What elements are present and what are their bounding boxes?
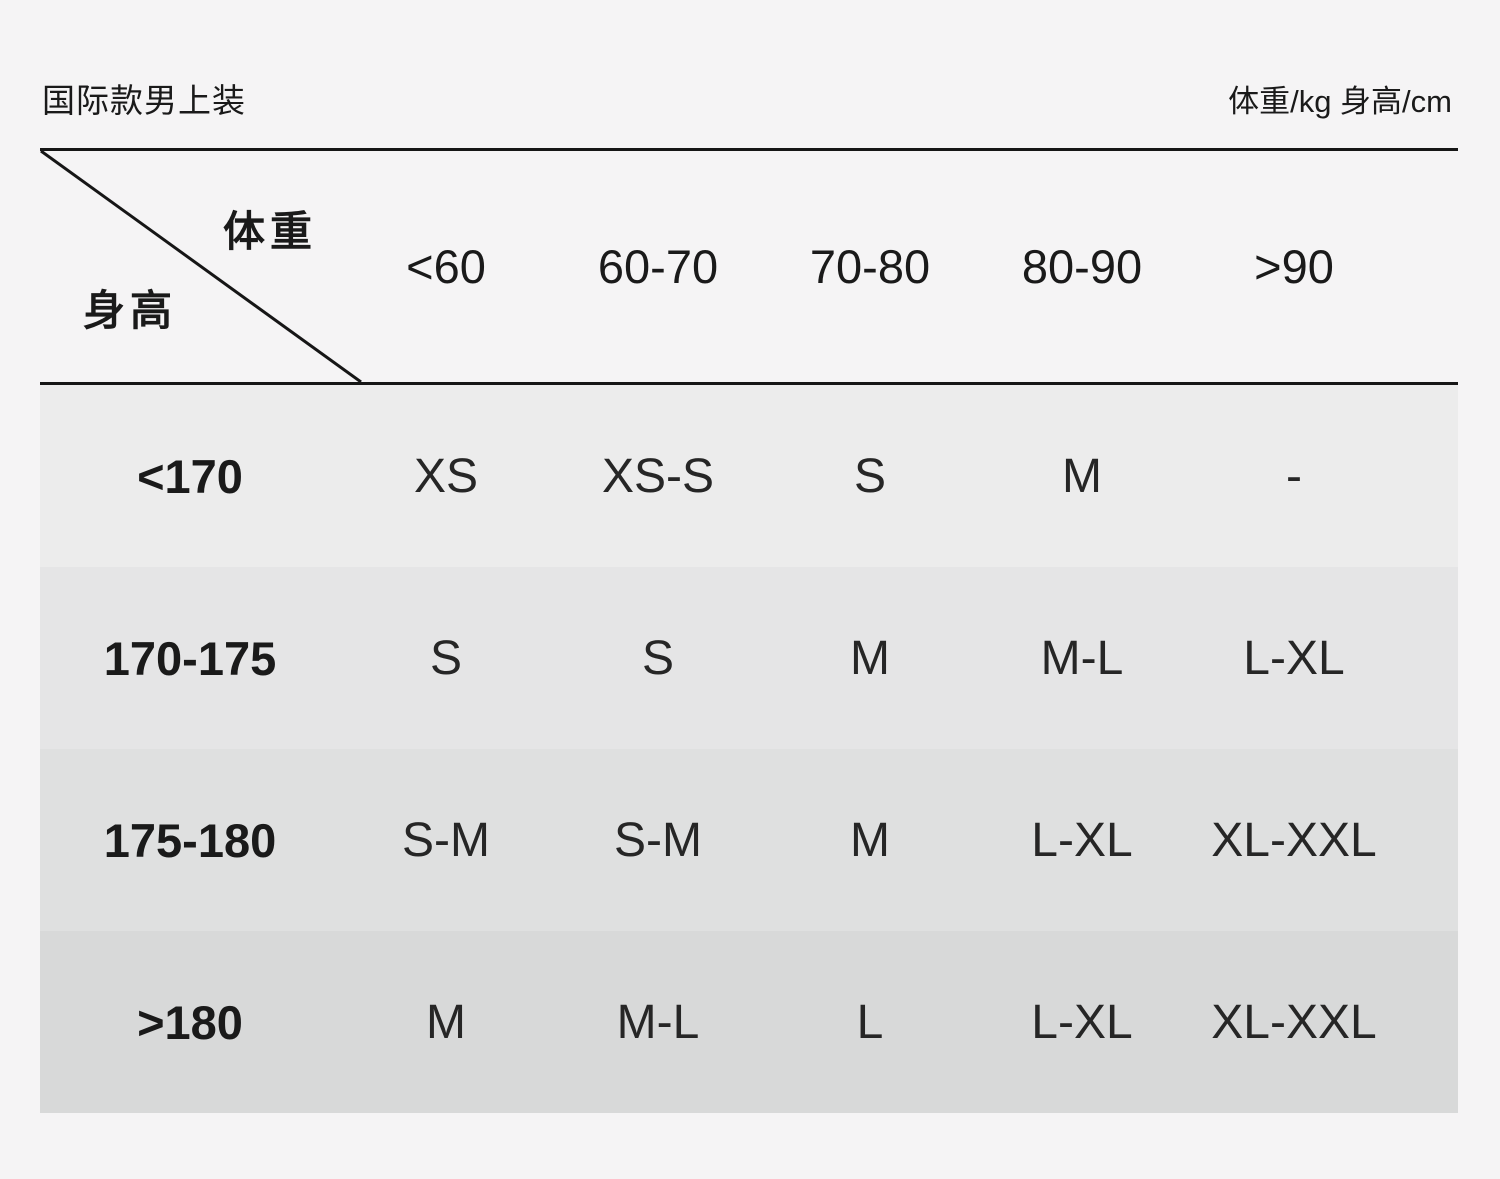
table-row: 175-180 S-M S-M M L-XL XL-XXL: [40, 749, 1458, 931]
size-cell: S-M: [402, 813, 490, 867]
size-cell: S: [853, 449, 886, 503]
table-row: <170 XS XS-S S M -: [40, 385, 1458, 567]
size-cell: M: [850, 631, 890, 685]
size-cell: XL-XXL: [1211, 813, 1377, 867]
unit-label: 体重/kg 身高/cm: [1228, 84, 1452, 119]
row-header: 175-180: [103, 813, 277, 867]
size-cell: XS-S: [601, 449, 715, 503]
size-table: 体重 身高 <60 60-70 70-80 80-90 >90 <170 XS …: [40, 148, 1458, 1113]
size-cell: M: [850, 813, 890, 867]
size-cell: L: [856, 995, 884, 1049]
table-body: <170 XS XS-S S M - 170-175 S S M M-L L-X…: [40, 385, 1458, 1113]
row-header: <170: [137, 449, 243, 503]
column-header: 60-70: [597, 240, 719, 293]
diagonal-divider-line: [40, 151, 362, 382]
size-cell: M: [1062, 449, 1102, 503]
size-cell: L-XL: [1031, 995, 1133, 1049]
size-cell: M: [426, 995, 466, 1049]
table-header: 体重 身高 <60 60-70 70-80 80-90 >90: [40, 148, 1458, 385]
column-header: <60: [406, 240, 486, 293]
size-cell: M-L: [616, 995, 700, 1049]
corner-height-label: 身高: [83, 287, 178, 334]
size-cell: S: [429, 631, 462, 685]
size-cell: XS: [413, 449, 479, 503]
column-header: 70-80: [809, 240, 931, 293]
row-header: >180: [137, 995, 243, 1049]
page-title: 国际款男上装: [42, 82, 246, 119]
corner-weight-label: 体重: [223, 208, 318, 255]
size-cell: XL-XXL: [1211, 995, 1377, 1049]
column-header: >90: [1254, 240, 1334, 293]
size-cell: M-L: [1040, 631, 1124, 685]
size-cell: L-XL: [1031, 813, 1133, 867]
size-cell: S: [641, 631, 674, 685]
column-header-row: <60 60-70 70-80 80-90 >90: [40, 151, 1458, 382]
table-row: >180 M M-L L L-XL XL-XXL: [40, 931, 1458, 1113]
size-cell: L-XL: [1243, 631, 1345, 685]
row-header: 170-175: [103, 631, 277, 685]
size-cell: -: [1286, 449, 1302, 503]
table-row: 170-175 S S M M-L L-XL: [40, 567, 1458, 749]
column-header: 80-90: [1021, 240, 1143, 293]
size-cell: S-M: [614, 813, 702, 867]
